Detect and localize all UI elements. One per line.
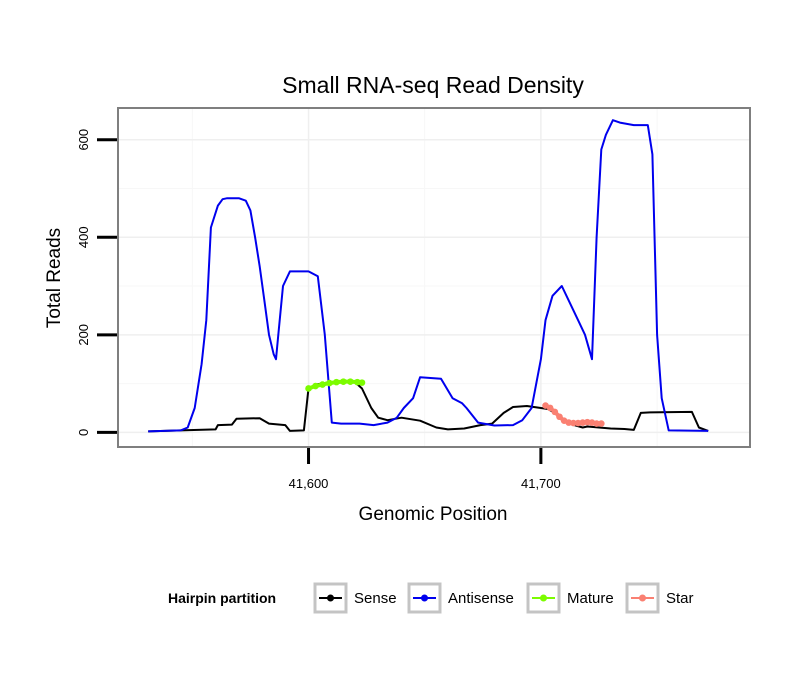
- sense-series-line: [148, 380, 709, 433]
- legend-dot-antisense: [421, 594, 428, 602]
- mature-point: [333, 378, 340, 386]
- legend-label-mature: Mature: [567, 590, 614, 607]
- y-tick-label: 200: [76, 324, 91, 346]
- star-point: [597, 420, 605, 427]
- chart-title: Small RNA-seq Read Density: [282, 72, 584, 98]
- star-point: [556, 413, 563, 421]
- star-point: [551, 408, 559, 416]
- y-axis-title: Total Reads: [44, 228, 65, 328]
- mature-point: [326, 379, 333, 387]
- x-axis-title: Genomic Position: [359, 504, 508, 525]
- y-tick-label: 0: [76, 429, 91, 436]
- mature-point: [340, 378, 347, 385]
- star-point: [593, 420, 600, 427]
- legend-dot-mature: [540, 594, 547, 602]
- legend: Hairpin partition Sense Antisense Mature St…: [168, 582, 694, 614]
- star-point: [546, 404, 554, 412]
- plot-background: [118, 108, 750, 447]
- plot-border: [117, 107, 751, 448]
- axes: 0 200 400 600 41,600 41,700: [76, 129, 561, 491]
- star-point: [570, 419, 577, 427]
- mature-point: [347, 378, 354, 385]
- legend-dot-sense: [327, 594, 334, 602]
- mature-point: [319, 381, 326, 388]
- y-tick-label: 400: [76, 226, 91, 248]
- mature-point: [305, 385, 312, 392]
- legend-label-antisense: Antisense: [448, 590, 514, 607]
- legend-label-star: Star: [666, 590, 694, 607]
- legend-label-sense: Sense: [354, 590, 397, 607]
- legend-dot-star: [639, 594, 646, 602]
- x-tick-label: 41,600: [289, 476, 329, 491]
- legend-title: Hairpin partition: [168, 590, 276, 606]
- mature-point: [312, 382, 319, 390]
- y-tick-label: 600: [76, 129, 91, 151]
- series-layer: [148, 119, 709, 433]
- antisense-series-line: [148, 119, 709, 433]
- mature-point: [358, 379, 366, 386]
- x-tick-label: 41,700: [521, 476, 561, 491]
